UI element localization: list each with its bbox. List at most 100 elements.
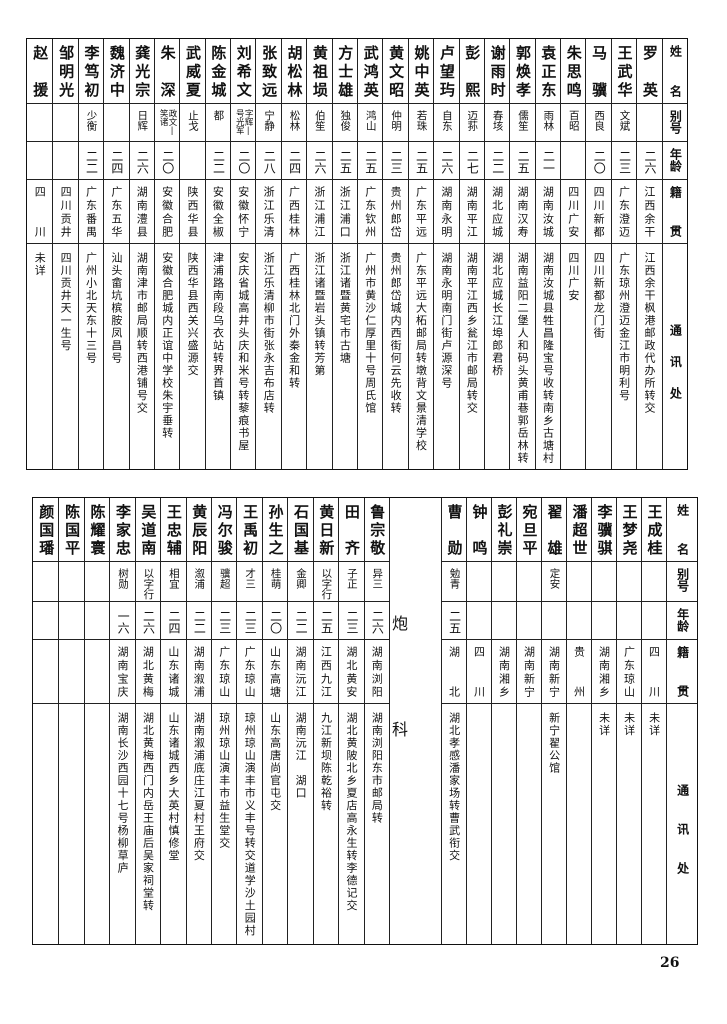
alias-cell <box>59 561 84 601</box>
age-cell: 二四 <box>161 601 186 639</box>
age-cell <box>561 141 586 179</box>
person-column: 龚光宗 日辉 二六 湖南澧县 湖南津市邮局顺转西港铺号交 <box>128 39 154 469</box>
alias-cell <box>84 561 110 601</box>
name-cell: 张致远 <box>256 39 280 103</box>
person-column: 吴道南 以字行 二六 湖北黄梅 湖北黄梅西门内岳王庙后吴家祠堂转 <box>134 498 161 944</box>
origin-cell: 四川贡井 <box>53 179 78 243</box>
roster-table-top: 姓名 别号 年龄 籍贯 通讯处 罗英 二六 江西余干 江西余干枫港邮政代办所转交 王武华 文斌 二三广… <box>26 38 688 470</box>
origin-value: 四川广安 <box>566 186 580 237</box>
person-name: 赵援 <box>31 45 50 97</box>
address-cell: 未详 <box>592 703 616 944</box>
person-column: 宛旦平 湖南新宁 <box>516 498 541 944</box>
person-name: 鲁宗敬 <box>368 504 387 555</box>
name-cell: 王梦尧 <box>617 498 641 561</box>
person-column: 武威夏 止戈 陕西华县 陕西华县西关兴盛源交 <box>179 39 205 469</box>
age-cell <box>542 601 566 639</box>
name-cell: 钟鸣 <box>467 498 491 561</box>
person-column: 刘希文 字辉|号光军 二〇 安徽怀宁 安庆省城高井头庆和米号转藜痕书屋 <box>230 39 256 469</box>
address-cell: 湖南沅江 湖口 <box>288 703 313 944</box>
person-name: 王禹初 <box>241 504 260 555</box>
alias-cell: 异三 <box>364 561 389 601</box>
person-column: 武鸿英 鸿山 二五 广东钦州 广州市黄沙仁厚里十号周氏馆 <box>357 39 383 469</box>
address-value: 湖南溆浦底庄江夏村王府交 <box>192 712 206 862</box>
age-cell: 二二 <box>484 141 510 179</box>
address-value: 新宁翟公馆 <box>547 712 561 775</box>
age-cell: 二六 <box>434 141 459 179</box>
origin-value: 陕西华县 <box>185 186 199 237</box>
address-value: 九江新坝陈乾裕转 <box>319 712 333 812</box>
person-name: 卢望玙 <box>437 45 456 97</box>
origin-value: 湖南湘乡 <box>597 646 611 697</box>
person-name: 李家忠 <box>113 504 132 555</box>
origin-cell: 山东高塘 <box>262 639 288 703</box>
origin-cell: 湖北应城 <box>484 179 510 243</box>
person-name: 朱思鸣 <box>564 45 583 97</box>
origin-cell: 陕西华县 <box>180 179 205 243</box>
address-cell: 湖南津市邮局顺转西港铺号交 <box>129 243 154 469</box>
address-cell: 山东诸城西乡大英村慎修堂 <box>161 703 186 944</box>
address-cell: 琼州琼山演丰市义丰号转交道学沙土园村 <box>237 703 262 944</box>
age-value: 二五 <box>363 150 378 174</box>
address-cell: 湖北黄陂北乡夏店高永生转李德记交 <box>339 703 364 944</box>
origin-cell: 四川新都 <box>586 179 611 243</box>
person-column: 袁正东 雨林 二一 湖南汝城 湖南汝城县牲昌隆宝号收转南乡古塘村 <box>534 39 561 469</box>
address-value: 未详 <box>33 252 47 277</box>
name-cell: 翟雄 <box>542 498 566 561</box>
person-name: 朱深 <box>158 45 177 97</box>
name-cell: 彭礼崇 <box>492 498 516 561</box>
age-cell: 二二 <box>186 601 211 639</box>
age-cell: 二〇 <box>262 601 288 639</box>
address-cell: 湖北应城长江埠郎君桥 <box>484 243 510 469</box>
age-cell: 年龄 <box>667 601 697 639</box>
address-value: 琼州琼山演丰市义丰号转交道学沙土园村 <box>243 712 257 937</box>
origin-value: 湖南宝庆 <box>115 646 129 697</box>
age-value: 二五 <box>338 150 353 174</box>
alias-cell: 少衡 <box>78 103 104 141</box>
person-column: 颜国璠 <box>33 498 59 944</box>
header-column: 姓名 别号 年龄 籍贯 通讯处 <box>661 39 687 469</box>
person-name: 田齐 <box>342 504 361 555</box>
name-cell: 陈国平 <box>59 498 83 561</box>
person-column: 陈耀寰 <box>83 498 110 944</box>
person-name: 武威夏 <box>183 45 202 97</box>
origin-value: 湖北应城 <box>490 186 504 237</box>
address-cell: 九江新坝陈乾裕转 <box>313 703 339 944</box>
alias-value: 止戈 <box>186 110 199 131</box>
person-column: 黄辰阳 溆浦 二二 湖南溆浦 湖南溆浦底庄江夏村王府交 <box>185 498 211 944</box>
age-value: 二三 <box>243 610 258 634</box>
age-cell: 二五 <box>358 141 383 179</box>
origin-value: 湖南溆浦 <box>192 646 206 697</box>
alias-cell: 以字行 <box>313 561 339 601</box>
person-column: 李骥骐 湖南湘乡 未详 <box>591 498 616 944</box>
header-address: 通讯处 <box>675 784 690 874</box>
person-column: 张致远 宁静 二八 浙江乐清 浙江乐清柳市街张永吉布店转 <box>255 39 281 469</box>
origin-value: 广东澄迈 <box>617 186 631 237</box>
name-cell: 颜国璠 <box>33 498 58 561</box>
age-value: 二六 <box>135 150 150 174</box>
origin-cell: 安徽合肥 <box>154 179 180 243</box>
age-cell: 二八 <box>256 141 281 179</box>
origin-value: 湖南新宁 <box>547 646 561 697</box>
alias-value: 桂萌 <box>269 568 282 589</box>
age-value: 二三 <box>217 610 232 634</box>
origin-cell: 湖南溆浦 <box>186 639 211 703</box>
person-name: 马骥 <box>590 45 609 97</box>
name-cell: 黄文昭 <box>383 39 407 103</box>
alias-cell <box>637 103 662 141</box>
alias-value: 子正 <box>345 568 358 589</box>
name-cell: 陈金城 <box>206 39 230 103</box>
origin-cell: 湖南浏阳 <box>364 639 389 703</box>
address-value: 湖北应城长江埠郎君桥 <box>490 252 504 377</box>
alias-value: 以字行 <box>320 568 333 600</box>
alias-cell: 止戈 <box>180 103 205 141</box>
address-value: 未详 <box>647 712 661 737</box>
age-value: 二〇 <box>236 150 251 174</box>
alias-cell <box>517 561 541 601</box>
address-value: 广州市黄沙仁厚里十号周氏馆 <box>363 252 377 415</box>
person-column: 罗英 二六 江西余干 江西余干枫港邮政代办所转交 <box>636 39 662 469</box>
name-cell: 郭焕孝 <box>510 39 534 103</box>
header-origin: 籍贯 <box>668 186 683 237</box>
person-name: 黄日新 <box>317 504 336 555</box>
origin-cell: 籍贯 <box>667 639 697 703</box>
origin-value: 安徽合肥 <box>160 186 174 237</box>
